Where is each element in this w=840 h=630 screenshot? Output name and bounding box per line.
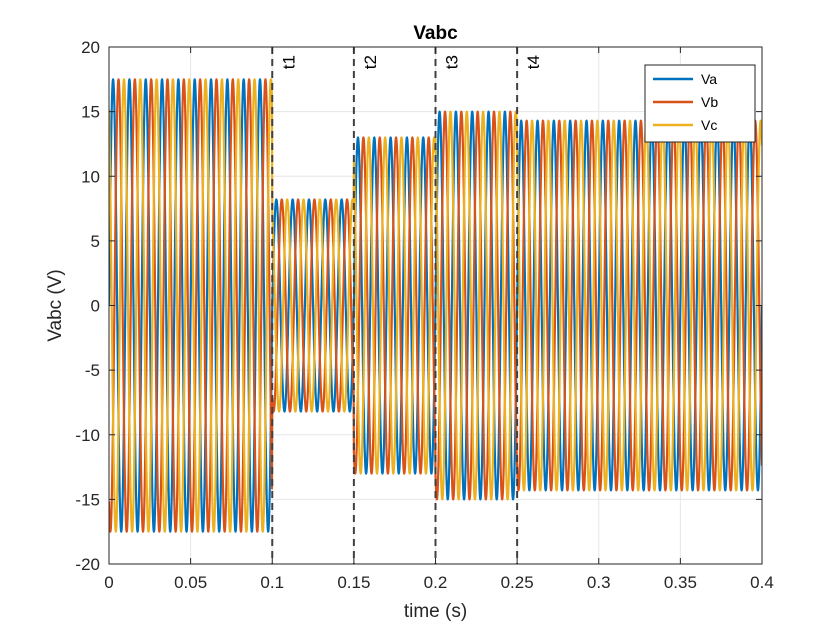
- x-tick-label: 0.05: [174, 573, 207, 592]
- legend-box: [644, 64, 756, 143]
- legend-label-vc: Vc: [701, 117, 717, 133]
- y-tick-label: 0: [91, 297, 100, 316]
- x-axis-title: time (s): [404, 601, 467, 622]
- axis-ticks: 0 0.05 0.1 0.15 0.2 0.25 0.3 0.35 0.4 -20 -15 -10 -5…: [75, 38, 773, 592]
- x-tick-label: 0.2: [424, 573, 448, 592]
- y-tick-label: -20: [75, 555, 100, 574]
- legend: Va Vb Vc: [644, 64, 756, 143]
- chart-title: Vabc: [413, 23, 458, 44]
- event-markers: t1 t2 t3 t4: [271, 47, 543, 564]
- x-tick-label: 0.1: [260, 573, 284, 592]
- x-tick-label: 0.3: [587, 573, 611, 592]
- y-tick-label: 10: [81, 167, 100, 186]
- x-tick-label: 0.15: [337, 573, 370, 592]
- event-label-t4: t4: [524, 55, 543, 69]
- legend-label-vb: Vb: [701, 94, 718, 110]
- x-tick-label: 0.25: [501, 573, 534, 592]
- x-tick-label: 0.4: [750, 573, 774, 592]
- y-tick-label: 20: [81, 38, 100, 57]
- y-tick-label: 15: [81, 103, 100, 122]
- x-tick-label: 0: [104, 573, 113, 592]
- y-tick-label: -15: [75, 490, 100, 509]
- y-tick-label: -5: [85, 361, 100, 380]
- y-tick-label: -10: [75, 426, 100, 445]
- y-axis-title: Vabc (V): [45, 269, 66, 342]
- legend-label-va: Va: [701, 71, 717, 87]
- event-label-t1: t1: [279, 55, 298, 69]
- event-label-t3: t3: [443, 55, 462, 69]
- x-tick-label: 0.35: [664, 573, 697, 592]
- event-label-t2: t2: [361, 55, 380, 69]
- y-tick-label: 5: [91, 232, 100, 251]
